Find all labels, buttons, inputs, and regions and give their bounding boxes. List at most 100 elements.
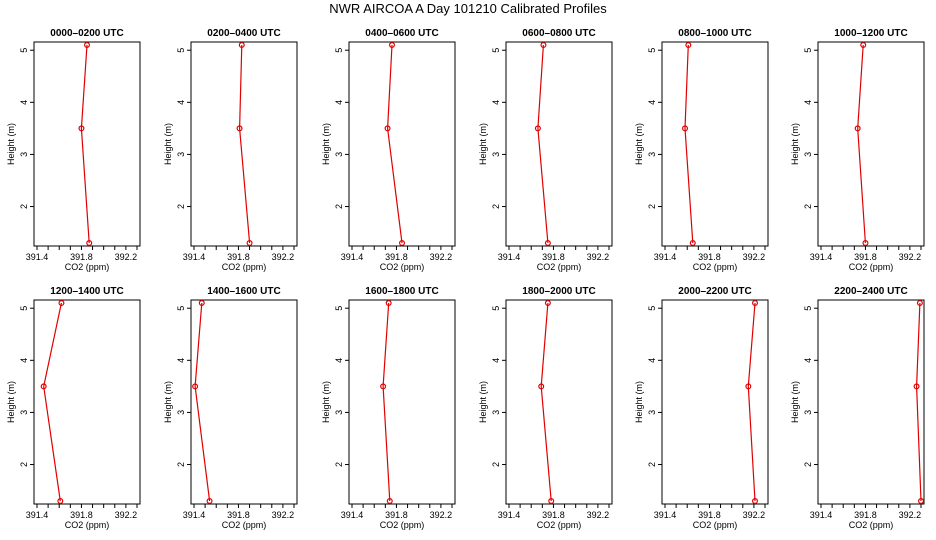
- data-point: [389, 41, 396, 48]
- panel-5: 0800–1000 UTC 391.4 391.8 392.2 CO2 (ppm) 2 3 4…: [634, 28, 769, 272]
- y-axis-label: Height (m): [163, 381, 173, 423]
- y-tick-label: 4: [647, 358, 657, 363]
- y-axis-label: Height (m): [478, 123, 488, 165]
- data-point: [78, 125, 85, 132]
- x-tick-label: 391.4: [183, 510, 206, 520]
- panel-title: 0600–0800 UTC: [522, 28, 595, 39]
- data-point: [57, 498, 64, 505]
- y-tick-label: 5: [491, 48, 501, 53]
- x-axis-label: CO2 (ppm): [65, 520, 110, 530]
- data-point: [384, 125, 391, 132]
- x-tick-label: 392.2: [899, 252, 922, 262]
- series-line: [537, 44, 549, 244]
- x-tick-label: 392.2: [743, 252, 766, 262]
- data-point: [83, 41, 90, 48]
- x-tick-label: 391.8: [542, 252, 565, 262]
- y-tick-label: 5: [803, 48, 813, 53]
- x-tick-label: 391.8: [698, 510, 721, 520]
- y-tick-label: 5: [334, 306, 344, 311]
- y-tick-label: 3: [491, 410, 501, 415]
- series-line: [915, 302, 922, 502]
- plot-frame: [348, 299, 456, 505]
- y-tick-label: 2: [19, 204, 29, 209]
- panel-title: 1400–1600 UTC: [207, 286, 280, 297]
- data-point: [540, 41, 547, 48]
- plot-frame: [505, 299, 613, 505]
- data-point: [40, 383, 47, 390]
- series-line: [238, 44, 251, 244]
- series-line: [857, 44, 866, 244]
- y-tick-label: 2: [803, 462, 813, 467]
- x-tick-label: 391.8: [70, 252, 93, 262]
- x-tick-label: 391.4: [810, 252, 833, 262]
- x-tick-label: 392.2: [115, 252, 138, 262]
- y-tick-label: 5: [176, 306, 186, 311]
- y-tick-label: 2: [491, 462, 501, 467]
- x-axis-label: CO2 (ppm): [537, 262, 582, 272]
- panel-title: 0200–0400 UTC: [207, 28, 280, 39]
- panel-7: 1200–1400 UTC 391.4 391.8 392.2 CO2 (ppm) 2 3 4…: [6, 286, 141, 530]
- panel-title: 2000–2200 UTC: [678, 286, 751, 297]
- x-tick-label: 391.8: [227, 252, 250, 262]
- data-point: [198, 300, 205, 307]
- y-tick-label: 4: [19, 358, 29, 363]
- data-point: [544, 240, 551, 247]
- y-tick-label: 3: [334, 410, 344, 415]
- x-tick-label: 391.4: [498, 252, 521, 262]
- y-tick-label: 3: [803, 410, 813, 415]
- x-axis-label: CO2 (ppm): [65, 262, 110, 272]
- x-tick-label: 392.2: [899, 510, 922, 520]
- x-tick-label: 391.4: [654, 510, 677, 520]
- x-axis-label: CO2 (ppm): [222, 520, 267, 530]
- plot-frame: [817, 41, 925, 247]
- y-tick-label: 4: [334, 100, 344, 105]
- data-point: [681, 125, 688, 132]
- panel-8: 1400–1600 UTC 391.4 391.8 392.2 CO2 (ppm) 2 3 4…: [163, 286, 298, 530]
- y-tick-label: 4: [176, 358, 186, 363]
- data-point: [685, 41, 692, 48]
- plot-frame: [33, 299, 141, 505]
- y-tick-label: 3: [19, 410, 29, 415]
- y-tick-label: 5: [803, 306, 813, 311]
- series-line: [747, 302, 756, 502]
- x-axis-label: CO2 (ppm): [537, 520, 582, 530]
- y-axis-label: Height (m): [790, 123, 800, 165]
- data-point: [534, 125, 541, 132]
- y-tick-label: 3: [647, 410, 657, 415]
- x-tick-label: 391.8: [227, 510, 250, 520]
- plot-frame: [817, 299, 925, 505]
- y-tick-label: 4: [803, 358, 813, 363]
- x-axis-label: CO2 (ppm): [380, 520, 425, 530]
- data-point: [386, 498, 393, 505]
- x-axis-label: CO2 (ppm): [849, 262, 894, 272]
- x-tick-label: 391.8: [698, 252, 721, 262]
- y-axis-label: Height (m): [6, 123, 16, 165]
- data-point: [751, 498, 758, 505]
- data-point: [380, 383, 387, 390]
- data-point: [689, 240, 696, 247]
- y-tick-label: 2: [647, 204, 657, 209]
- x-tick-label: 391.4: [183, 252, 206, 262]
- y-tick-label: 4: [19, 100, 29, 105]
- panel-title: 1200–1400 UTC: [50, 286, 123, 297]
- x-tick-label: 392.2: [743, 510, 766, 520]
- y-tick-label: 4: [176, 100, 186, 105]
- y-axis-label: Height (m): [6, 381, 16, 423]
- x-axis-label: CO2 (ppm): [693, 262, 738, 272]
- data-point: [862, 240, 869, 247]
- plot-frame: [190, 299, 298, 505]
- data-point: [916, 300, 923, 307]
- series-line: [80, 44, 90, 244]
- y-tick-label: 5: [491, 306, 501, 311]
- x-tick-label: 392.2: [272, 510, 295, 520]
- x-tick-label: 391.8: [854, 252, 877, 262]
- y-tick-label: 4: [803, 100, 813, 105]
- x-tick-label: 391.8: [385, 252, 408, 262]
- y-tick-label: 2: [647, 462, 657, 467]
- y-axis-label: Height (m): [321, 123, 331, 165]
- data-point: [548, 498, 555, 505]
- x-tick-label: 392.2: [272, 252, 295, 262]
- panel-title: 1600–1800 UTC: [365, 286, 438, 297]
- x-tick-label: 391.4: [341, 510, 364, 520]
- x-tick-label: 391.4: [654, 252, 677, 262]
